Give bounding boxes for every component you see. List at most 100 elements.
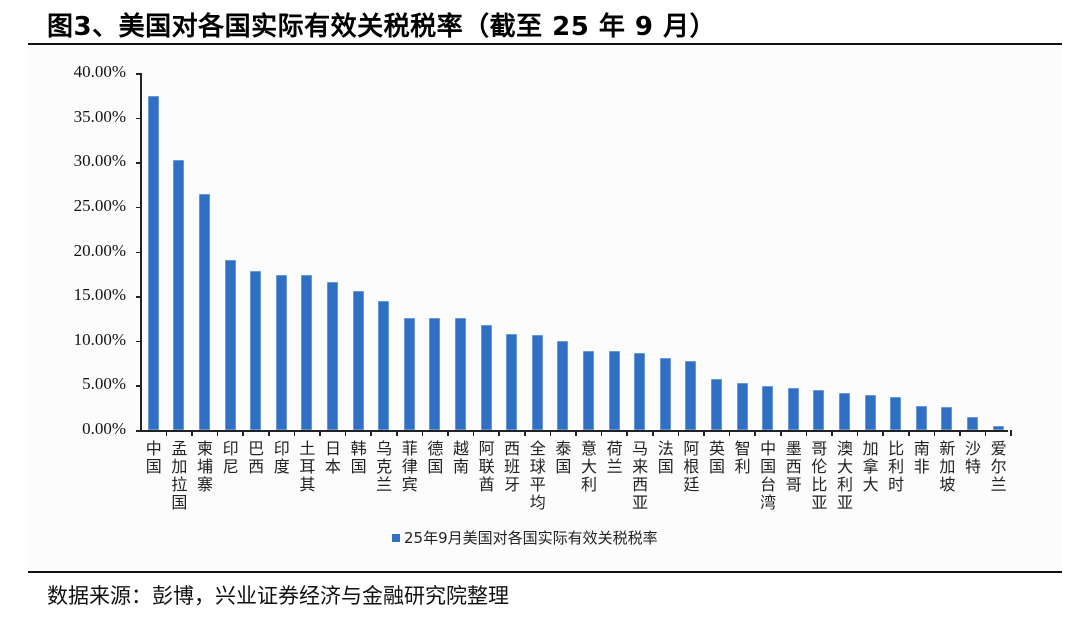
x-tick-label: 柬埔寨 xyxy=(196,439,213,494)
bar xyxy=(659,357,671,430)
bar xyxy=(173,160,185,430)
figure-title: 图3、美国对各国实际有效关税税率（截至 25 年 9 月） xyxy=(47,12,717,42)
bar xyxy=(915,405,927,430)
x-tick-label: 全球平均 xyxy=(529,439,546,512)
bar xyxy=(506,333,518,430)
bar xyxy=(941,406,953,430)
bar xyxy=(378,301,390,430)
x-tick xyxy=(677,430,680,436)
y-tick xyxy=(136,430,141,432)
bar xyxy=(992,426,1004,430)
x-tick xyxy=(908,430,910,436)
x-tick-label: 乌克兰 xyxy=(376,439,393,494)
y-tick xyxy=(136,340,141,343)
bar xyxy=(301,274,313,430)
x-tick xyxy=(165,430,168,436)
y-tick-label: 35.00% xyxy=(73,106,126,126)
bar xyxy=(275,274,287,430)
x-tick-label: 智利 xyxy=(734,439,751,476)
x-tick xyxy=(754,430,756,436)
source-note: 数据来源：彭博，兴业证券经济与金融研究院整理 xyxy=(47,584,509,608)
y-tick xyxy=(136,385,141,387)
x-tick xyxy=(856,430,859,436)
x-tick xyxy=(447,430,449,436)
bar xyxy=(147,96,159,430)
bar xyxy=(557,340,569,430)
y-tick xyxy=(136,296,141,298)
x-tick-label: 泰国 xyxy=(555,439,572,476)
x-tick xyxy=(498,430,500,436)
x-tick xyxy=(805,430,808,436)
x-tick xyxy=(882,430,884,436)
bar xyxy=(711,379,722,430)
bar xyxy=(583,351,594,430)
x-tick xyxy=(984,430,987,436)
bar xyxy=(480,324,492,430)
x-tick-label: 中国 xyxy=(145,439,162,476)
y-tick-label: 30.00% xyxy=(73,151,126,171)
x-tick xyxy=(396,430,398,436)
x-tick-label: 新加坡 xyxy=(939,439,956,494)
x-tick-label: 印度 xyxy=(273,439,290,476)
y-tick xyxy=(136,206,141,209)
bar xyxy=(839,393,850,430)
x-tick xyxy=(575,430,577,436)
legend-swatch xyxy=(392,533,400,542)
x-tick-label: 土耳其 xyxy=(299,439,316,494)
y-tick xyxy=(136,162,141,164)
bar xyxy=(224,259,236,430)
y-tick-label: 5.00% xyxy=(82,374,126,394)
bar xyxy=(736,382,748,430)
footer-divider xyxy=(28,571,1062,573)
x-tick xyxy=(780,430,782,436)
x-tick-label: 爱尔兰 xyxy=(990,439,1007,494)
x-tick-label: 印尼 xyxy=(222,439,239,476)
x-tick xyxy=(1010,430,1012,436)
bar xyxy=(352,290,364,430)
title-divider xyxy=(28,43,1062,45)
x-tick-label: 马来西亚 xyxy=(632,439,649,512)
x-tick xyxy=(472,430,475,436)
x-tick-label: 比利时 xyxy=(888,439,905,494)
bar xyxy=(967,416,978,430)
x-tick-label: 沙特 xyxy=(964,439,981,476)
bar xyxy=(327,281,338,430)
legend-label: 25年9月美国对各国实际有效关税税率 xyxy=(404,529,658,547)
x-tick-label: 菲律宾 xyxy=(401,439,418,494)
x-tick-label: 巴西 xyxy=(248,439,265,476)
bar xyxy=(250,271,262,430)
x-tick-label: 墨西哥 xyxy=(785,439,802,494)
x-tick xyxy=(652,430,654,436)
y-tick-label: 40.00% xyxy=(73,62,126,81)
x-tick xyxy=(344,430,347,436)
legend: 25年9月美国对各国实际有效关税税率 xyxy=(392,527,658,548)
x-tick xyxy=(959,430,961,436)
y-tick-label: 10.00% xyxy=(73,329,126,349)
x-tick xyxy=(293,430,296,436)
x-tick-label: 阿联酋 xyxy=(478,439,495,494)
x-tick xyxy=(626,430,628,436)
x-tick xyxy=(933,430,936,436)
x-axis xyxy=(136,430,1008,432)
x-tick xyxy=(524,430,526,436)
y-tick xyxy=(136,251,141,253)
bar xyxy=(403,317,415,430)
x-tick-label: 阿根廷 xyxy=(683,439,700,494)
bar xyxy=(762,386,774,430)
bar xyxy=(685,361,697,430)
x-tick xyxy=(216,430,219,436)
x-tick xyxy=(191,430,193,436)
y-tick xyxy=(136,73,141,75)
x-tick-label: 法国 xyxy=(657,439,674,476)
x-tick xyxy=(319,430,321,436)
x-tick xyxy=(421,430,424,436)
x-tick-label: 澳大利亚 xyxy=(836,439,853,512)
x-tick-label: 中国台湾 xyxy=(760,439,777,512)
x-tick-label: 日本 xyxy=(324,439,341,476)
x-tick-label: 哥伦比亚 xyxy=(811,439,828,512)
y-tick-label: 25.00% xyxy=(73,195,126,215)
x-tick xyxy=(268,430,270,436)
x-tick xyxy=(549,430,552,436)
x-tick-label: 孟加拉国 xyxy=(171,439,188,512)
bar xyxy=(787,388,799,430)
